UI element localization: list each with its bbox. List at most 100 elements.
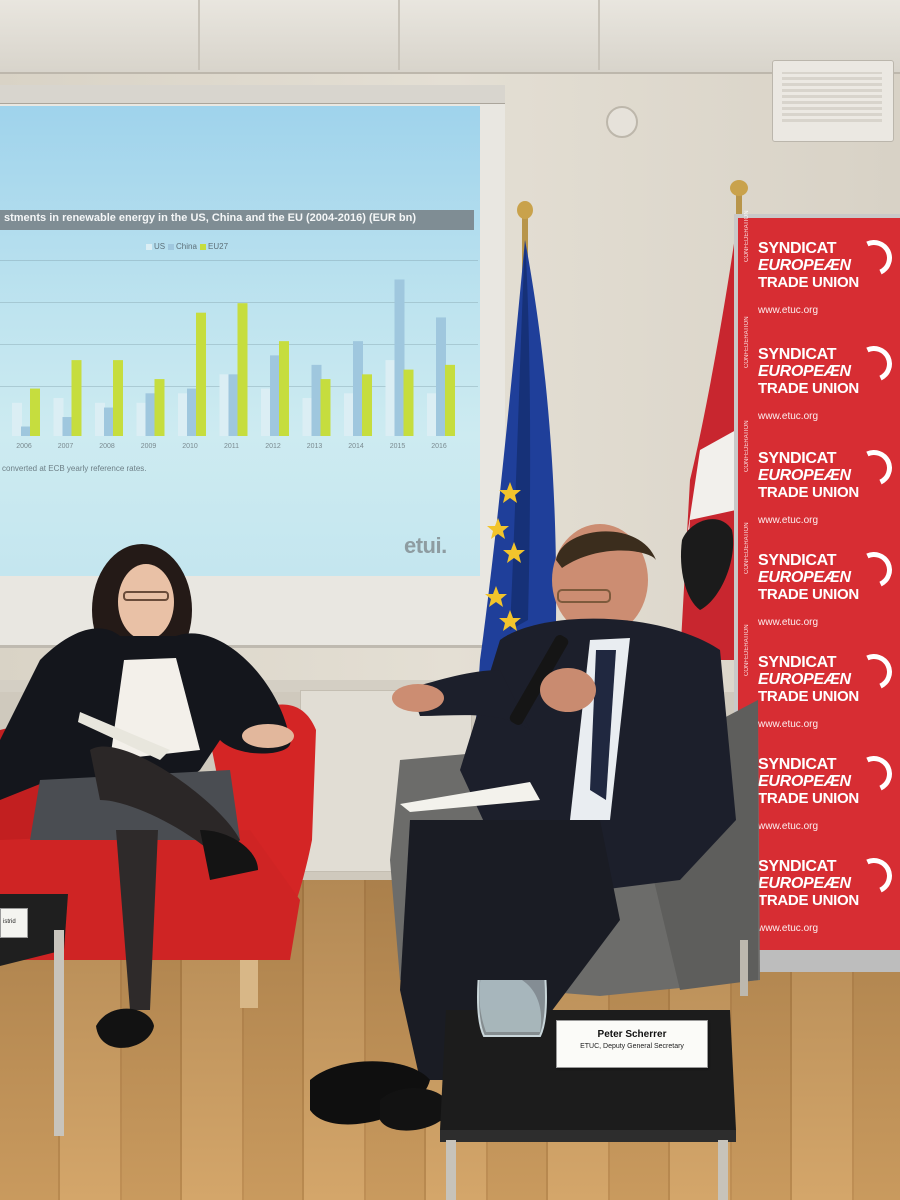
bar-china-2009 [145, 393, 156, 436]
woman-hand [242, 724, 294, 748]
papers-in-hand [78, 712, 170, 760]
glasses-icon [557, 589, 611, 603]
banner-confederation-text: CONFEDERATION [744, 210, 750, 262]
man-gesturing-hand [392, 684, 444, 712]
legend-swatch-china [168, 243, 174, 250]
legend-label-eu27: EU27 [208, 242, 229, 251]
banner-trade-union: TRADE UNION [758, 892, 859, 909]
x-tick-label: 2013 [307, 443, 323, 450]
speaker-nameplate: Peter Scherrer ETUC, Deputy General Secr… [556, 1020, 708, 1068]
papers-in-hand [400, 782, 540, 812]
bar-eu27-2009 [154, 379, 165, 436]
man-tie [590, 650, 616, 800]
slide-title-bar [0, 210, 474, 230]
etui-logo: etui. [404, 533, 447, 558]
flag-pole-finial [730, 180, 748, 196]
bar-china-2012 [270, 355, 280, 436]
banner-confederation-text: CONFEDERATION [744, 420, 750, 472]
man-hair [556, 531, 656, 568]
banner-european: EUROPEÆN [758, 467, 851, 484]
glasses-icon [123, 591, 169, 601]
banner-url: www.etuc.org [758, 719, 819, 730]
bar-us-2013 [302, 398, 313, 436]
banner-confederation-text: CONFEDERATION [744, 316, 750, 368]
wall-sensor [606, 106, 638, 138]
left-nameplate: istrid [0, 908, 28, 938]
woman-speaker-scene [0, 544, 316, 1048]
chart-gridline [0, 302, 478, 303]
banner-trade-union: TRADE UNION [758, 586, 859, 603]
eu-star [503, 542, 525, 563]
legend-swatch-us [146, 243, 152, 250]
slide-footnote: converted at ECB yearly reference rates. [2, 464, 147, 473]
bar-china-2007 [62, 417, 73, 436]
eu-flag [476, 201, 557, 720]
ceiling-tile-seam [198, 0, 200, 70]
nameplate-role: ETUC, Deputy General Secretary [580, 1043, 684, 1050]
coffee-table-leg [718, 1140, 728, 1200]
x-tick-label: 2016 [431, 443, 447, 450]
bar-eu27-2016 [445, 364, 455, 436]
chart-gridline [0, 260, 478, 261]
austrian-flag-white-stripe [688, 430, 736, 530]
armchair-leg [240, 960, 258, 1008]
banner-trade-union: TRADE UNION [758, 688, 859, 705]
ceiling-tile-seam [598, 0, 600, 70]
banner-european: EUROPEÆN [758, 875, 851, 892]
banner-url: www.etuc.org [758, 305, 819, 316]
ceiling-tile-seam [398, 0, 400, 70]
bar-us-2014 [344, 393, 354, 436]
man-speaker-scene [310, 524, 760, 1131]
banner-logo-unit: CONFEDERATION SYNDICAT EUROPEÆN TRADE UN… [744, 420, 898, 526]
x-tick-label: 2007 [58, 443, 74, 450]
bar-us-2010 [178, 393, 188, 436]
x-tick-label: 2011 [224, 443, 239, 450]
armchair-leg [740, 940, 748, 996]
bar-us-2006 [12, 402, 22, 436]
bar-china-2014 [353, 341, 363, 436]
banner-syndicat: SYNDICAT [758, 552, 837, 569]
banner-url: www.etuc.org [758, 821, 819, 832]
etuc-roll-up-banner: CONFEDERATION SYNDICAT EUROPEÆN TRADE UN… [734, 210, 900, 958]
banner-european: EUROPEÆN [758, 363, 851, 380]
banner-syndicat: SYNDICAT [758, 240, 837, 257]
banner-syndicat: SYNDICAT [758, 346, 837, 363]
banner-syndicat: SYNDICAT [758, 450, 837, 467]
banner-logo-unit: CONFEDERATION SYNDICAT EUROPEÆN TRADE UN… [744, 522, 898, 628]
banner-syndicat: SYNDICAT [758, 858, 837, 875]
microphone-icon [509, 635, 569, 725]
bar-eu27-2014 [362, 374, 372, 436]
banner-trade-union: TRADE UNION [758, 274, 859, 291]
banner-syndicat: SYNDICAT [758, 654, 837, 671]
air-conditioner-grill [782, 72, 882, 122]
bar-us-2016 [427, 393, 437, 436]
banner-european: EUROPEÆN [758, 773, 851, 790]
banner-stand-base [740, 950, 900, 972]
legend-entry-eu27: EU27 [200, 242, 228, 251]
woman-lower-leg [116, 830, 158, 1010]
bar-china-2011 [228, 374, 239, 436]
coffee-table-leg [446, 1140, 456, 1200]
woman-shoe [96, 1008, 154, 1048]
jug-water [479, 980, 542, 1032]
bar-us-2015 [385, 360, 396, 436]
slide-title: stments in renewable energy in the US, C… [4, 212, 416, 224]
x-tick-label: 2006 [16, 443, 32, 450]
nameplate-name: Peter Scherrer [597, 1029, 667, 1040]
bar-eu27-2010 [196, 312, 206, 436]
eu-star [499, 610, 521, 631]
legend-label-china: China [176, 242, 197, 251]
banner-syndicat: SYNDICAT [758, 756, 837, 773]
coffee-table-edge [440, 1130, 736, 1142]
banner-trade-union: TRADE UNION [758, 484, 859, 501]
eu-stars [485, 482, 525, 631]
woman-shoe [200, 830, 258, 880]
renewable-investment-bar-chart: 2006 2007 2008 2009 2010 2011 2012 2013 2014 2015… [12, 279, 455, 450]
bar-eu27-2012 [279, 341, 289, 436]
bar-china-2015 [394, 279, 405, 436]
woman-face [118, 564, 174, 640]
banner-logo-unit: CONFEDERATION SYNDICAT EUROPEÆN TRADE UN… [744, 210, 898, 316]
x-tick-label: 2008 [99, 443, 115, 450]
banner-url: www.etuc.org [758, 923, 819, 934]
bar-us-2012 [261, 388, 271, 436]
